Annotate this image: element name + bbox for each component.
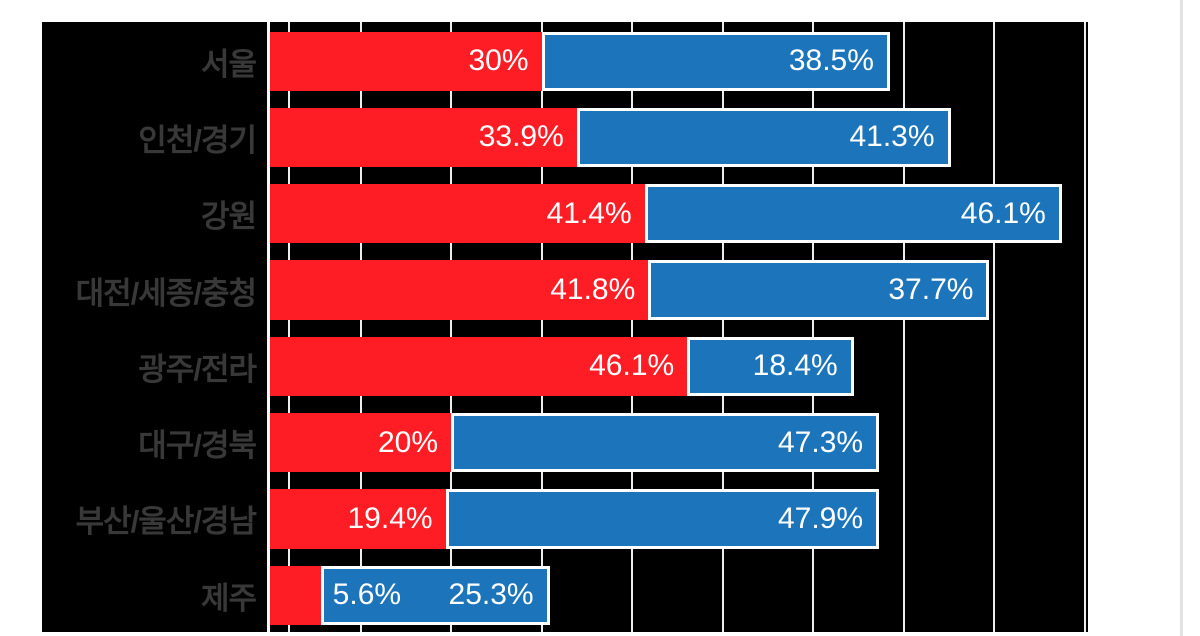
red-bar-value: 41.8% — [550, 273, 636, 307]
regional-stacked-bar-chart: 서울 30% 38.5% 인천/경기 33.9% 41.3% 강원 41.4% 46.1% 대전/… — [42, 22, 1088, 632]
chart-row: 서울 30% 38.5% — [42, 31, 1088, 91]
red-bar-value: 33.9% — [478, 120, 564, 154]
gridline — [902, 22, 905, 632]
blue-bar-value: 47.3% — [777, 425, 864, 459]
red-bar-value: 46.1% — [589, 349, 675, 383]
gridline — [1083, 22, 1086, 632]
red-bar: 20% — [270, 413, 451, 473]
blue-bar-value: 37.7% — [888, 273, 974, 307]
value-axis-line — [267, 22, 270, 632]
gridline — [450, 22, 452, 632]
blue-bar: 47.3% — [451, 413, 880, 473]
gridline — [359, 22, 362, 632]
chart-row: 강원 41.4% 46.1% — [42, 184, 1088, 244]
red-bar-value: 19.4% — [347, 501, 433, 535]
blue-bar-value: 18.4% — [752, 349, 838, 383]
chart-row: 제주 5.6% 25.3% — [42, 565, 1088, 625]
red-bar-value: 41.4% — [546, 196, 632, 230]
chart-row: 광주/전라 46.1% 18.4% — [42, 336, 1088, 396]
gridline — [812, 22, 814, 632]
red-bar: 41.8% — [270, 260, 649, 320]
blue-bar: 18.4% — [687, 336, 854, 396]
blue-bar-value: 47.9% — [777, 501, 864, 535]
gridline — [721, 22, 724, 632]
red-bar: 30% — [270, 31, 542, 91]
blue-bar: 25.3% — [320, 565, 550, 625]
chart-row: 부산/울산/경남 19.4% 47.9% — [42, 489, 1088, 549]
category-label: 제주 — [200, 580, 257, 616]
category-label: 서울 — [200, 46, 257, 82]
red-bar: 41.4% — [270, 184, 645, 244]
red-bar-value: 5.6% — [332, 578, 402, 612]
category-label: 대전/세종/충청 — [75, 275, 257, 311]
blue-bar-value: 41.3% — [849, 120, 935, 154]
category-label: 대구/경북 — [138, 428, 257, 464]
gridline — [993, 22, 995, 632]
blue-bar-value: 46.1% — [960, 196, 1046, 230]
chart-row: 인천/경기 33.9% 41.3% — [42, 107, 1088, 168]
red-bar-value: 20% — [377, 425, 438, 459]
category-label: 광주/전라 — [138, 351, 257, 387]
gridline — [631, 22, 633, 632]
red-bar: 46.1% — [270, 336, 688, 396]
gridline — [540, 22, 543, 632]
red-bar: 5.6% — [270, 565, 401, 625]
page-edge-divider — [1180, 0, 1183, 636]
blue-bar: 38.5% — [541, 31, 890, 91]
blue-bar-value: 38.5% — [788, 44, 874, 78]
red-bar-value: 30% — [468, 44, 529, 78]
category-label: 인천/경기 — [138, 122, 257, 158]
red-bar: 33.9% — [270, 107, 577, 168]
blue-bar: 46.1% — [644, 184, 1062, 244]
blue-bar: 47.9% — [445, 489, 880, 549]
gridline — [288, 22, 290, 632]
blue-bar-value: 25.3% — [448, 578, 534, 612]
chart-row: 대전/세종/충청 41.8% 37.7% — [42, 260, 1088, 320]
chart-row: 대구/경북 20% 47.3% — [42, 413, 1088, 473]
category-label: 강원 — [200, 199, 257, 235]
blue-bar: 37.7% — [648, 260, 990, 320]
blue-bar: 41.3% — [576, 107, 951, 168]
red-bar: 19.4% — [270, 489, 446, 549]
category-label: 부산/울산/경남 — [75, 504, 257, 540]
